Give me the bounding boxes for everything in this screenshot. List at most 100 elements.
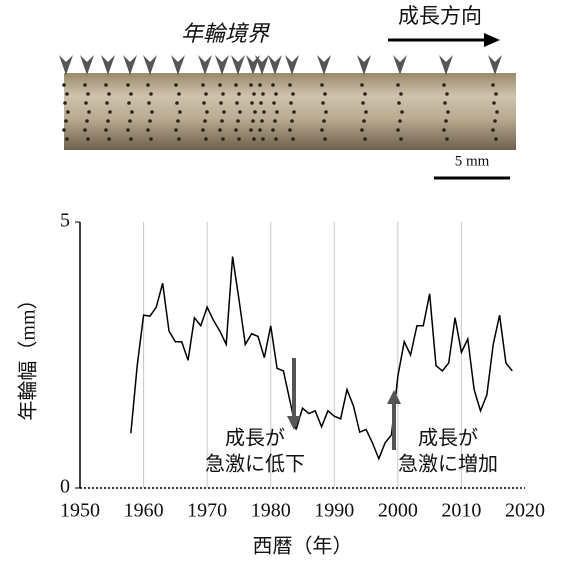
boundary-arrow	[268, 55, 282, 75]
ring-pore	[493, 119, 497, 123]
ring-pore	[201, 128, 205, 132]
ring-pore	[400, 110, 404, 114]
ring-pore	[491, 128, 495, 132]
ring-pore	[235, 101, 239, 105]
ring-pore	[445, 92, 449, 96]
boundary-arrow	[255, 55, 269, 75]
ring-pore	[399, 137, 403, 141]
ring-pore	[250, 101, 254, 105]
ring-pore	[204, 92, 208, 96]
boundary-arrow	[357, 55, 371, 75]
ring-pore	[221, 92, 225, 96]
annotation-text: 成長が	[225, 427, 285, 450]
boundary-arrow	[488, 55, 502, 75]
ring-pore	[234, 128, 238, 132]
ring-pore	[363, 92, 367, 96]
ring-pore	[129, 92, 133, 96]
ring-pore	[84, 101, 88, 105]
ring-pore	[494, 137, 498, 141]
ring-pore	[443, 101, 447, 105]
ring-pore	[86, 92, 90, 96]
ring-pore	[492, 101, 496, 105]
ring-pore	[221, 137, 225, 141]
ring-pore	[86, 137, 90, 141]
y-tick-label: 5	[60, 210, 70, 232]
ring-pore	[176, 119, 180, 123]
boundary-arrow	[80, 55, 94, 75]
boundary-arrow	[231, 55, 245, 75]
ring-pore	[442, 128, 446, 132]
ring-pore	[237, 92, 241, 96]
ring-pore	[85, 119, 89, 123]
ring-pore	[62, 128, 66, 132]
direction-arrowhead	[484, 33, 500, 47]
ring-pore	[62, 83, 66, 87]
annotation-text: 急激に低下	[205, 453, 305, 476]
ring-pore	[259, 101, 263, 105]
boundary-arrow	[59, 55, 73, 75]
ring-pore	[322, 119, 326, 123]
annotation-arrowhead	[387, 390, 401, 404]
ring-pore	[323, 137, 327, 141]
ring-pore	[292, 110, 296, 114]
ring-pore	[219, 101, 223, 105]
ring-pore	[234, 83, 238, 87]
ring-pore	[446, 110, 450, 114]
ring-pore	[148, 119, 152, 123]
ring-pore	[271, 83, 275, 87]
ring-pore	[249, 128, 253, 132]
ring-pore	[149, 137, 153, 141]
ring-pore	[249, 83, 253, 87]
boundary-arrow	[317, 55, 331, 75]
ring-pore	[174, 128, 178, 132]
annotation-text: 成長が	[418, 427, 478, 450]
ring-pore	[107, 92, 111, 96]
ring-pore	[363, 137, 367, 141]
x-tick-label: 2020	[505, 500, 545, 522]
ring-pore	[271, 128, 275, 132]
ring-pore	[323, 92, 327, 96]
ring-pore	[126, 83, 130, 87]
ring-pore	[126, 128, 130, 132]
ring-pore	[149, 92, 153, 96]
boundary-arrow	[215, 55, 229, 75]
boundary-arrow	[123, 55, 137, 75]
ring-pore	[222, 110, 226, 114]
ring-pore	[130, 110, 134, 114]
ring-pore	[238, 110, 242, 114]
ring-pore	[64, 119, 68, 123]
ring-pore	[177, 137, 181, 141]
ring-pore	[442, 83, 446, 87]
ring-pore	[175, 101, 179, 105]
ring-pore	[320, 128, 324, 132]
ring-pore	[289, 101, 293, 105]
x-tick-label: 1970	[187, 500, 227, 522]
boundary-arrow	[171, 55, 185, 75]
y-tick-label: 0	[60, 476, 70, 498]
y-axis-label: 年輪幅（mm）	[17, 289, 40, 420]
boundary-arrow	[143, 55, 157, 75]
ring-pore	[127, 101, 131, 105]
ring-pore	[236, 119, 240, 123]
ring-pore	[104, 83, 108, 87]
direction-label: 成長方向	[398, 4, 482, 28]
ring-pore	[494, 92, 498, 96]
ring-pore	[258, 83, 262, 87]
ring-pore	[360, 128, 364, 132]
ring-pore	[288, 83, 292, 87]
ring-pore	[262, 110, 266, 114]
ring-pore	[258, 128, 262, 132]
ring-pore	[274, 92, 278, 96]
ring-pore	[66, 110, 70, 114]
ring-pore	[237, 137, 241, 141]
ring-pore	[203, 119, 207, 123]
ring-pore	[129, 137, 133, 141]
ring-pore	[260, 119, 264, 123]
ring-pore	[201, 83, 205, 87]
ring-pore	[105, 101, 109, 105]
annotation-text: 急激に増加	[398, 453, 498, 476]
ring-pore	[495, 110, 499, 114]
annotation-arrowhead	[287, 416, 301, 430]
ring-pore	[364, 110, 368, 114]
